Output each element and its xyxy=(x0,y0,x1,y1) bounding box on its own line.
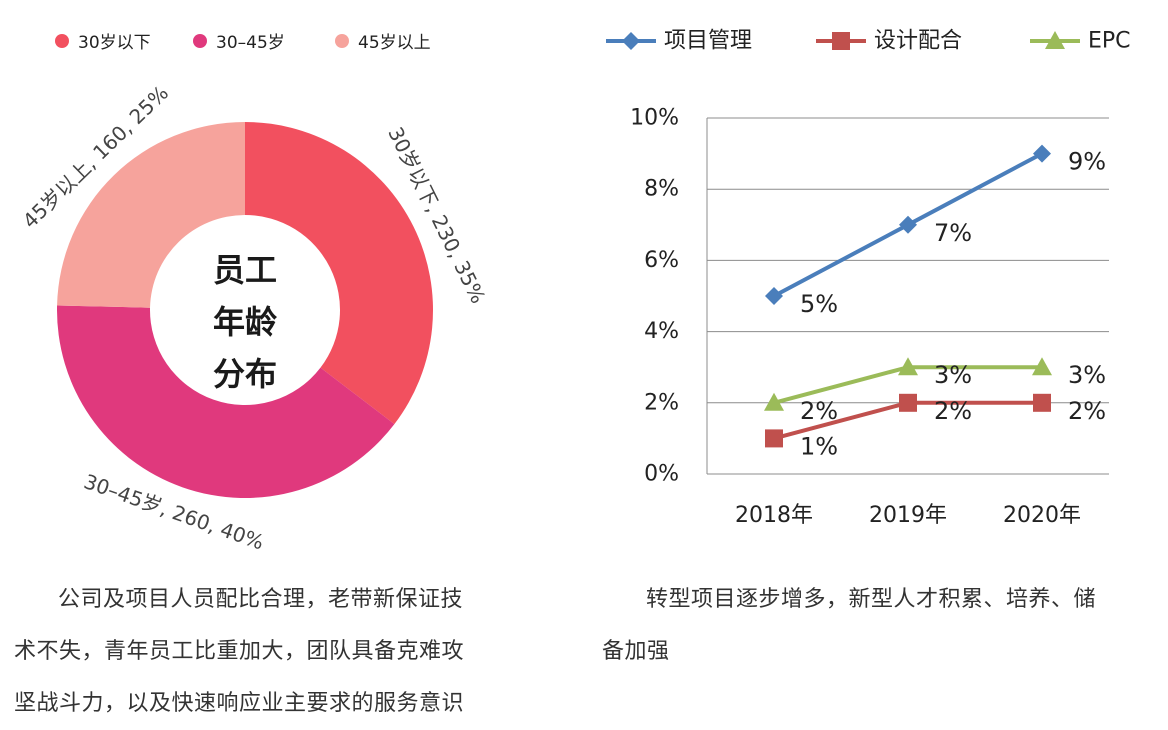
legend-marker xyxy=(832,32,850,50)
x-tick-label: 2020年 xyxy=(1003,503,1081,528)
data-label: 2% xyxy=(934,397,972,425)
left-caption-line: 坚战斗力，以及快速响应业主要求的服务意识 xyxy=(14,691,465,716)
donut-slice xyxy=(245,122,433,425)
legend-label: EPC xyxy=(1088,29,1131,54)
data-point xyxy=(1033,144,1051,163)
y-tick-label: 4% xyxy=(644,319,679,344)
y-tick-label: 10% xyxy=(630,106,679,131)
data-label: 2% xyxy=(800,397,838,425)
data-label: 3% xyxy=(934,361,972,389)
y-tick-label: 6% xyxy=(644,248,679,273)
right-caption-line: 备加强 xyxy=(602,639,670,664)
y-tick-label: 8% xyxy=(644,177,679,202)
legend-label: 设计配合 xyxy=(874,29,962,54)
data-point xyxy=(765,429,783,448)
data-label: 2% xyxy=(1068,397,1106,425)
legend-marker xyxy=(1045,31,1065,49)
data-point xyxy=(898,357,918,376)
legend-swatch xyxy=(335,34,349,48)
legend-swatch xyxy=(55,34,69,48)
legend-swatch xyxy=(193,34,207,48)
legend-label: 45岁以上 xyxy=(358,33,431,53)
right-caption: 转型项目逐步增多，新型人才积累、培养、储 备加强 xyxy=(602,574,1142,678)
x-tick-label: 2018年 xyxy=(735,503,813,528)
left-caption: 公司及项目人员配比合理，老带新保证技 术不失，青年员工比重加大，团队具备克难攻 … xyxy=(14,574,504,730)
donut-center-title: 员工 xyxy=(213,251,277,289)
legend-marker xyxy=(622,32,640,50)
data-label: 9% xyxy=(1068,148,1106,176)
data-point xyxy=(765,287,783,305)
right-caption-line: 转型项目逐步增多，新型人才积累、培养、储 xyxy=(646,587,1097,612)
donut-slice xyxy=(57,121,245,308)
data-label: 5% xyxy=(800,290,838,318)
y-tick-label: 0% xyxy=(644,462,679,487)
donut-slice xyxy=(56,305,395,499)
data-point xyxy=(899,393,917,412)
legend-label: 30岁以下 xyxy=(78,33,151,53)
line-chart: 0% 2% 4% 6% 8% 10% 2018年 2019年 2020年 5% 7% 9% 1% 2% 2%… xyxy=(606,29,1131,528)
data-label: 3% xyxy=(1068,361,1106,389)
data-point xyxy=(764,392,784,411)
legend-label: 项目管理 xyxy=(664,29,752,54)
data-label: 1% xyxy=(800,432,838,460)
left-caption-line: 术不失，青年员工比重加大，团队具备克难攻 xyxy=(14,639,465,664)
legend-label: 30–45岁 xyxy=(216,33,285,53)
data-point xyxy=(1032,357,1052,376)
left-caption-line: 公司及项目人员配比合理，老带新保证技 xyxy=(58,587,464,612)
data-point xyxy=(1033,393,1051,412)
data-point xyxy=(899,215,917,234)
donut-center-title: 分布 xyxy=(213,355,277,393)
donut-center-title: 年龄 xyxy=(213,303,277,341)
data-label: 7% xyxy=(934,219,972,247)
x-tick-label: 2019年 xyxy=(869,503,947,528)
y-tick-label: 2% xyxy=(644,390,679,415)
